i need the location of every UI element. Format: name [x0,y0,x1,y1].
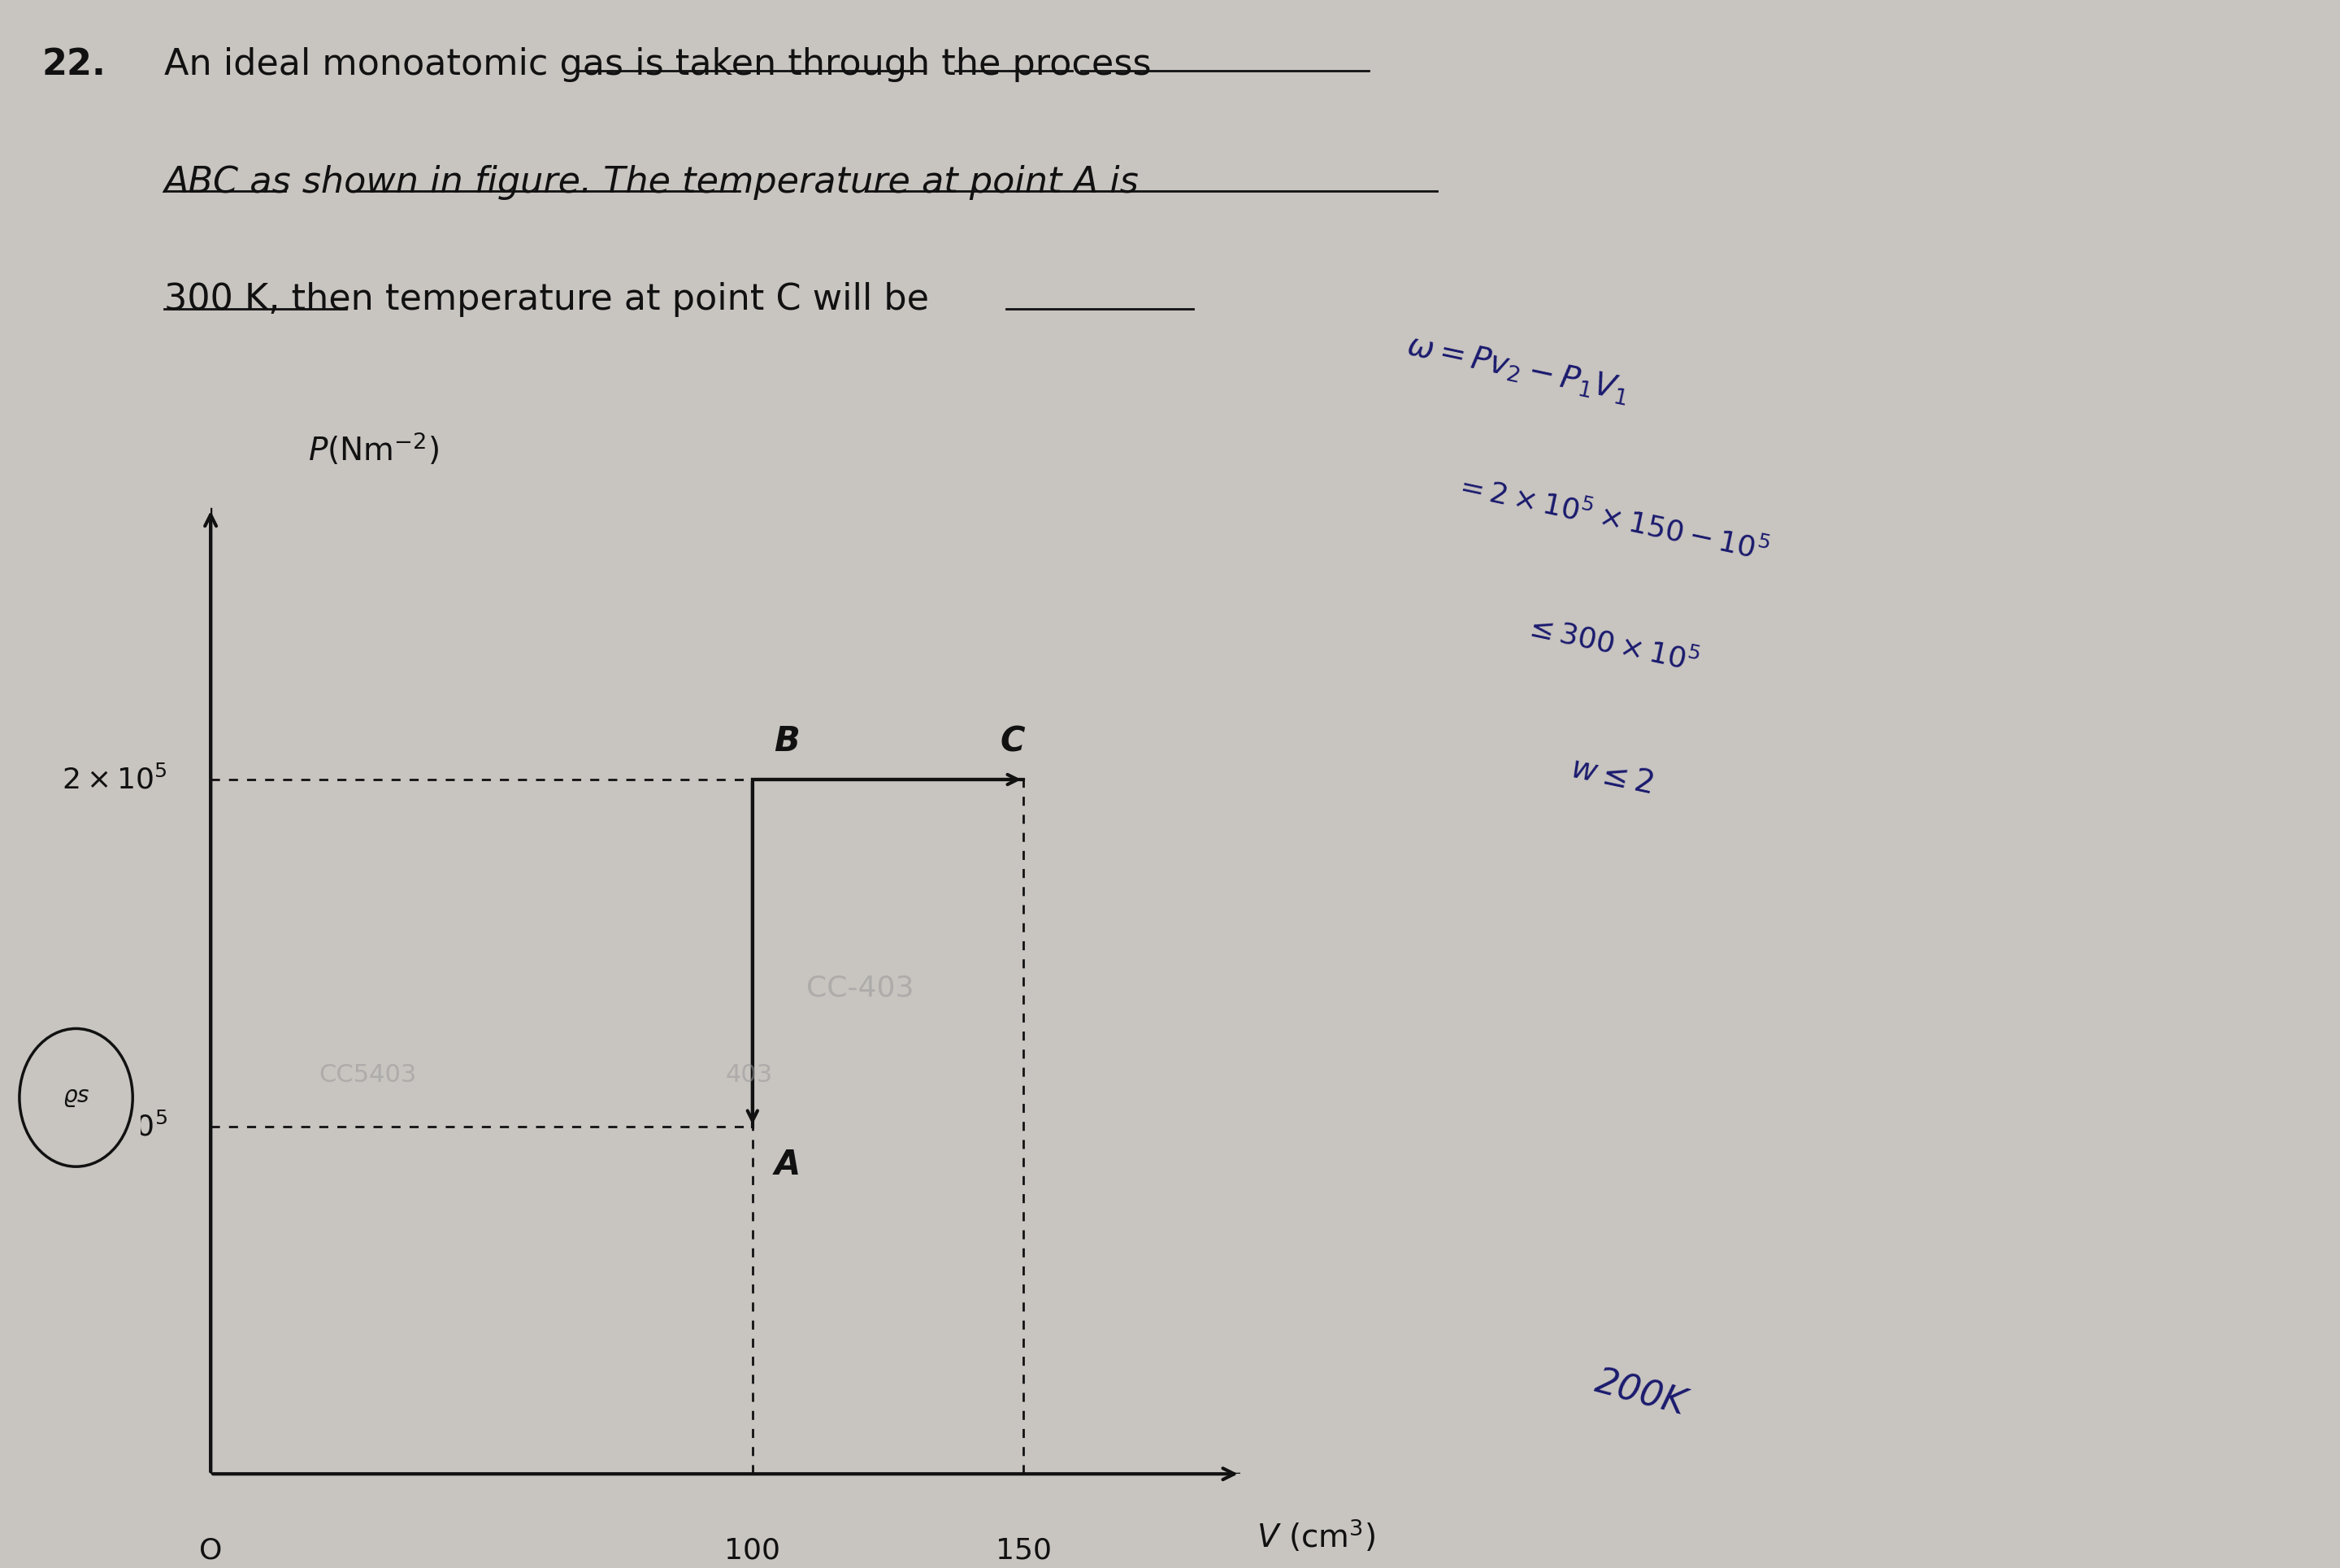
Text: 200K: 200K [1591,1364,1689,1422]
Text: $w \leq 2$: $w \leq 2$ [1568,753,1657,800]
Text: $\leq 300\times10^5$: $\leq 300\times10^5$ [1521,612,1701,677]
Text: $V\ (\mathrm{cm}^3)$: $V\ (\mathrm{cm}^3)$ [1257,1518,1376,1554]
Text: O: O [199,1537,222,1563]
Text: 22.: 22. [42,47,105,82]
Text: $P(\mathrm{Nm}^{-2})$: $P(\mathrm{Nm}^{-2})$ [309,431,438,467]
Text: 100: 100 [725,1537,782,1563]
Text: 150: 150 [995,1537,1051,1563]
Text: $\varrho s$: $\varrho s$ [63,1087,89,1109]
Text: CC5403: CC5403 [318,1063,417,1087]
Text: 300 K, then temperature at point C will be: 300 K, then temperature at point C will … [164,282,929,317]
Text: 403: 403 [725,1063,772,1087]
Text: $= 2\times10^5\times150-10^5$: $= 2\times10^5\times150-10^5$ [1451,470,1771,566]
Text: B: B [775,724,800,759]
Text: ABC as shown in figure. The temperature at point A is: ABC as shown in figure. The temperature … [164,165,1140,199]
Text: $2 \times 10^5$: $2 \times 10^5$ [61,765,166,795]
Text: An ideal monoatomic gas is taken through the process: An ideal monoatomic gas is taken through… [164,47,1151,82]
Text: $10^5$: $10^5$ [117,1112,166,1142]
Text: C: C [999,724,1025,759]
Text: CC-403: CC-403 [807,974,915,1002]
Text: A: A [775,1148,800,1182]
Text: $\omega = Pv_2 - P_1V_1$: $\omega = Pv_2 - P_1V_1$ [1404,329,1631,408]
